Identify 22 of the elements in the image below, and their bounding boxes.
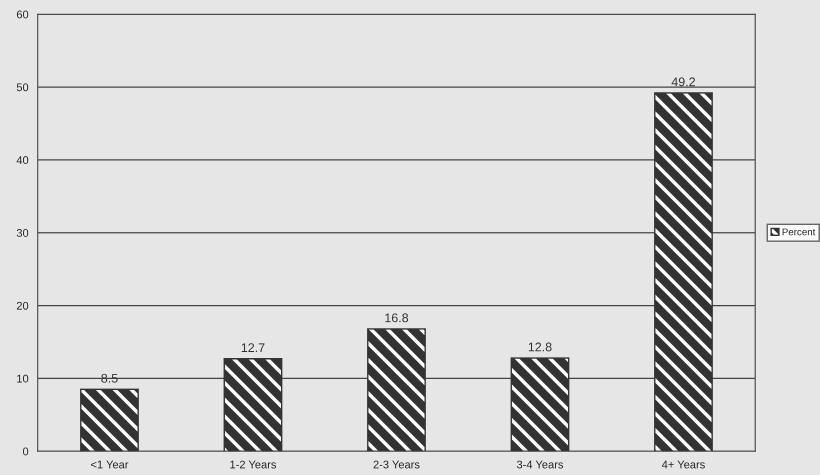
x-tick-label: 4+ Years <box>662 460 705 468</box>
x-tick-label: <1 Year <box>91 460 128 468</box>
bar <box>654 92 713 452</box>
y-tick-label: 10 <box>17 374 28 383</box>
bar <box>80 388 139 452</box>
y-tick-label: 20 <box>16 302 28 310</box>
y-tick-label: 30 <box>16 229 28 237</box>
data-label: 49.2 <box>672 77 696 86</box>
x-tick-label: 2-3 Years <box>374 460 420 468</box>
x-tick-label: 1-2 Years <box>230 460 276 468</box>
bar <box>510 357 570 452</box>
bar <box>367 328 426 452</box>
y-tick-label: 40 <box>16 156 28 164</box>
data-label: 12.7 <box>242 343 265 352</box>
legend-label: Percent <box>782 228 816 236</box>
data-label: 16.8 <box>385 313 408 322</box>
y-tick-label: 50 <box>16 83 28 92</box>
x-tick-label: 3-4 Years <box>516 460 564 468</box>
y-tick-label: 60 <box>16 10 28 18</box>
bar <box>224 358 282 452</box>
data-label: 12.8 <box>528 342 552 352</box>
y-tick-label: 0 <box>22 448 28 456</box>
